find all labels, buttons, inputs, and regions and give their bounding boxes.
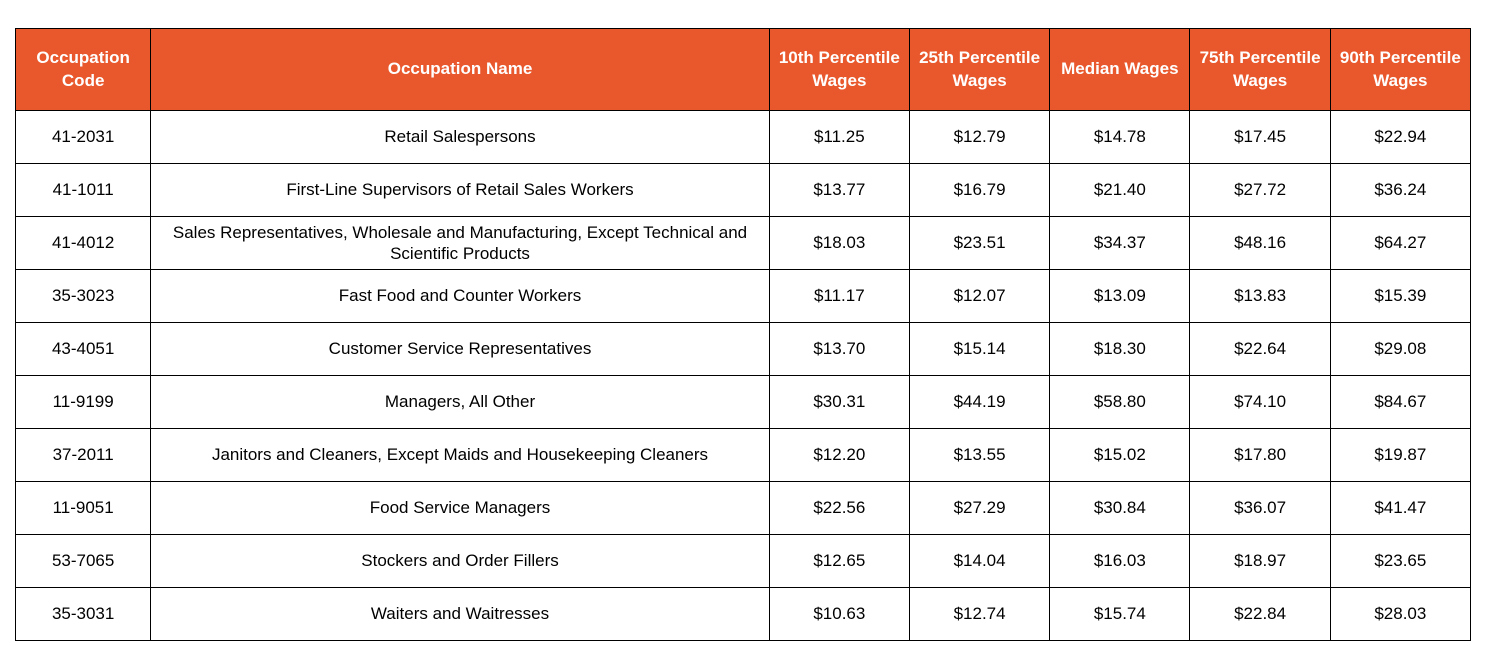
- table-row: 35-3031 Waiters and Waitresses $10.63 $12.7…: [14, 587, 1472, 641]
- wage-value-cell: $22.84: [1189, 587, 1331, 641]
- wage-value-cell: $48.16: [1189, 216, 1331, 270]
- wage-value-cell: $13.83: [1189, 269, 1331, 323]
- table-row: 43-4051 Customer Service Representatives $…: [14, 322, 1472, 376]
- table-row: 11-9051 Food Service Managers $22.56 $27.29…: [14, 481, 1472, 535]
- wage-value-cell: $15.02: [1049, 428, 1191, 482]
- wage-value-cell: $15.39: [1329, 269, 1472, 323]
- table-row: 35-3023 Fast Food and Counter Workers $11.…: [14, 269, 1472, 323]
- wage-value-cell: $36.24: [1329, 163, 1472, 217]
- table-row: 11-9199 Managers, All Other $30.31 $44.19 $5…: [14, 375, 1472, 429]
- occupation-code-cell: 35-3023: [14, 269, 152, 323]
- wage-value-cell: $14.78: [1049, 110, 1191, 164]
- column-header-median-wages: Median Wages: [1049, 28, 1191, 111]
- wage-value-cell: $18.97: [1189, 534, 1331, 588]
- occupation-name-cell: Customer Service Representatives: [150, 322, 770, 376]
- table-row: 53-7065 Stockers and Order Fillers $12.65 $…: [14, 534, 1472, 588]
- occupation-code-cell: 43-4051: [14, 322, 152, 376]
- wage-value-cell: $12.65: [768, 534, 910, 588]
- column-header-occupation-code: Occupation Code: [14, 28, 152, 111]
- table-row: 41-2031 Retail Salespersons $11.25 $12.79 $1…: [14, 110, 1472, 164]
- wage-value-cell: $22.56: [768, 481, 910, 535]
- wage-value-cell: $84.67: [1329, 375, 1472, 429]
- wage-value-cell: $30.84: [1049, 481, 1191, 535]
- wage-value-cell: $11.25: [768, 110, 910, 164]
- wage-value-cell: $19.87: [1329, 428, 1472, 482]
- occupation-name-cell: Managers, All Other: [150, 375, 770, 429]
- occupation-code-cell: 11-9199: [14, 375, 152, 429]
- wage-value-cell: $13.55: [908, 428, 1051, 482]
- column-header-10th-percentile-wages: 10th Percentile Wages: [768, 28, 910, 111]
- occupation-code-cell: 53-7065: [14, 534, 152, 588]
- table-row: 37-2011 Janitors and Cleaners, Except Mai…: [14, 428, 1472, 482]
- occupation-name-cell: Janitors and Cleaners, Except Maids and …: [150, 428, 770, 482]
- occupation-code-cell: 11-9051: [14, 481, 152, 535]
- column-header-90th-percentile-wages: 90th Percentile Wages: [1329, 28, 1472, 111]
- occupation-name-cell: First-Line Supervisors of Retail Sales W…: [150, 163, 770, 217]
- occupation-wages-table: Occupation Code Occupation Name 10th Perce…: [14, 28, 1472, 641]
- wage-value-cell: $10.63: [768, 587, 910, 641]
- occupation-code-cell: 41-4012: [14, 216, 152, 270]
- wage-value-cell: $36.07: [1189, 481, 1331, 535]
- table-body: 41-2031 Retail Salespersons $11.25 $12.79 $1…: [14, 110, 1472, 641]
- column-header-occupation-name: Occupation Name: [150, 28, 770, 111]
- wage-value-cell: $21.40: [1049, 163, 1191, 217]
- wage-value-cell: $18.03: [768, 216, 910, 270]
- wage-value-cell: $27.29: [908, 481, 1051, 535]
- occupation-name-cell: Stockers and Order Fillers: [150, 534, 770, 588]
- wage-value-cell: $12.79: [908, 110, 1051, 164]
- table-header: Occupation Code Occupation Name 10th Perce…: [14, 28, 1472, 111]
- wage-value-cell: $22.94: [1329, 110, 1472, 164]
- occupation-code-cell: 37-2011: [14, 428, 152, 482]
- occupation-code-cell: 41-2031: [14, 110, 152, 164]
- wage-value-cell: $22.64: [1189, 322, 1331, 376]
- wage-value-cell: $17.45: [1189, 110, 1331, 164]
- wage-value-cell: $12.07: [908, 269, 1051, 323]
- table-row: 41-1011 First-Line Supervisors of Retail …: [14, 163, 1472, 217]
- occupation-name-cell: Waiters and Waitresses: [150, 587, 770, 641]
- wage-value-cell: $11.17: [768, 269, 910, 323]
- table-row: 41-4012 Sales Representatives, Wholesale …: [14, 216, 1472, 270]
- wage-value-cell: $27.72: [1189, 163, 1331, 217]
- wage-value-cell: $14.04: [908, 534, 1051, 588]
- wage-value-cell: $58.80: [1049, 375, 1191, 429]
- occupation-name-cell: Sales Representatives, Wholesale and Man…: [150, 216, 770, 270]
- wage-value-cell: $28.03: [1329, 587, 1472, 641]
- wage-value-cell: $29.08: [1329, 322, 1472, 376]
- wage-value-cell: $34.37: [1049, 216, 1191, 270]
- wage-value-cell: $16.79: [908, 163, 1051, 217]
- wage-value-cell: $15.14: [908, 322, 1051, 376]
- occupation-name-cell: Food Service Managers: [150, 481, 770, 535]
- wage-value-cell: $18.30: [1049, 322, 1191, 376]
- occupation-code-cell: 35-3031: [14, 587, 152, 641]
- wage-value-cell: $74.10: [1189, 375, 1331, 429]
- column-header-75th-percentile-wages: 75th Percentile Wages: [1189, 28, 1331, 111]
- column-header-25th-percentile-wages: 25th Percentile Wages: [908, 28, 1051, 111]
- occupation-code-cell: 41-1011: [14, 163, 152, 217]
- wage-value-cell: $13.09: [1049, 269, 1191, 323]
- wage-value-cell: $17.80: [1189, 428, 1331, 482]
- wage-value-cell: $12.20: [768, 428, 910, 482]
- wage-value-cell: $23.65: [1329, 534, 1472, 588]
- occupation-name-cell: Fast Food and Counter Workers: [150, 269, 770, 323]
- wage-value-cell: $23.51: [908, 216, 1051, 270]
- wage-value-cell: $13.70: [768, 322, 910, 376]
- wage-value-cell: $64.27: [1329, 216, 1472, 270]
- header-row: Occupation Code Occupation Name 10th Perce…: [14, 28, 1472, 111]
- wage-value-cell: $30.31: [768, 375, 910, 429]
- wage-value-cell: $16.03: [1049, 534, 1191, 588]
- wage-value-cell: $13.77: [768, 163, 910, 217]
- wage-value-cell: $41.47: [1329, 481, 1472, 535]
- wage-value-cell: $15.74: [1049, 587, 1191, 641]
- wage-value-cell: $44.19: [908, 375, 1051, 429]
- occupation-name-cell: Retail Salespersons: [150, 110, 770, 164]
- wage-value-cell: $12.74: [908, 587, 1051, 641]
